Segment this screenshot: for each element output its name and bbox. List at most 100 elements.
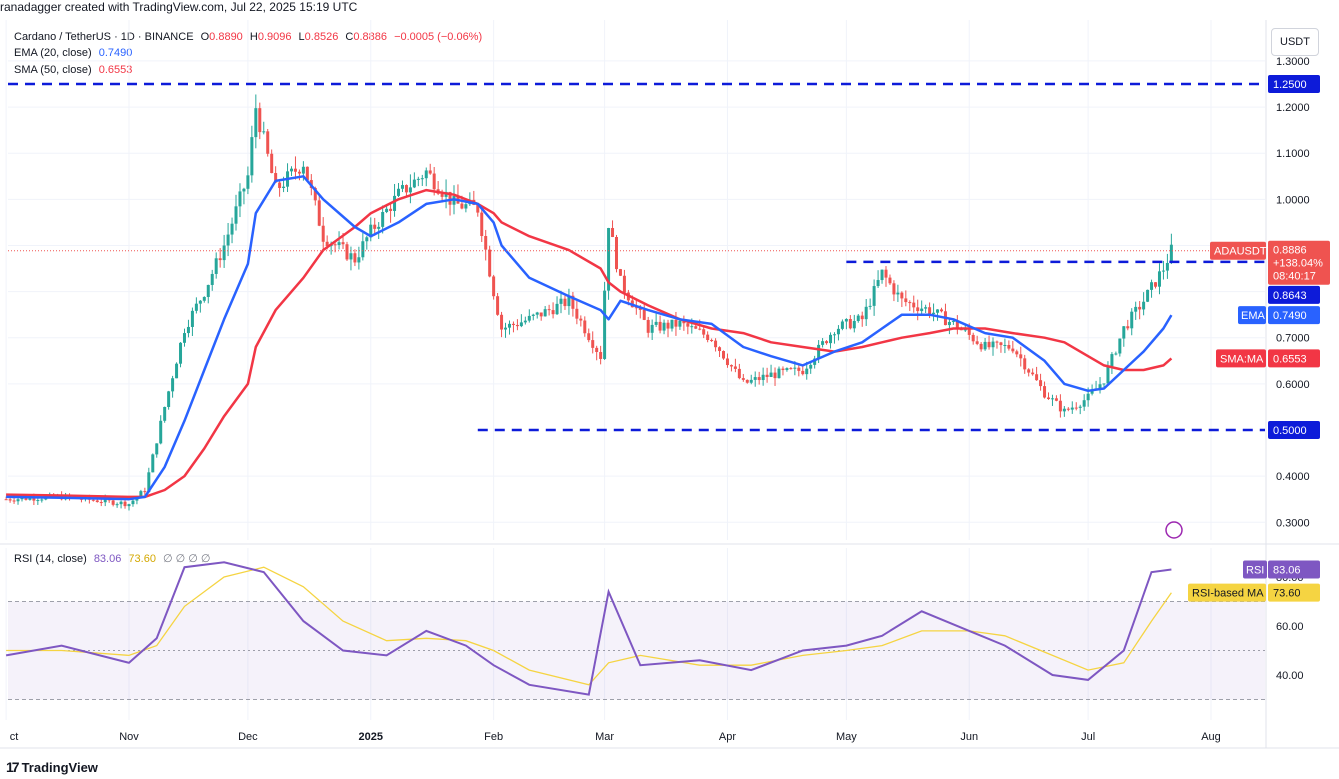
high-value: 0.9096 — [257, 31, 292, 43]
candle-body — [773, 372, 777, 379]
candle-body — [646, 319, 650, 333]
time-tick-label: May — [836, 731, 857, 743]
price-candles — [4, 94, 1173, 511]
candle-body — [1082, 400, 1086, 407]
currency-selector[interactable]: USDT — [1271, 28, 1319, 56]
candle-body — [278, 182, 282, 188]
candle-body — [714, 340, 718, 348]
candle-body — [317, 200, 321, 226]
rsi-ma-line — [6, 566, 1172, 686]
candle-body — [531, 314, 535, 316]
candle-body — [12, 500, 16, 502]
candle-body — [567, 295, 571, 307]
rsi-band-fill — [8, 601, 1265, 700]
candle-body — [230, 223, 234, 235]
candle-body — [8, 499, 12, 501]
candle-body — [32, 497, 36, 501]
candle-body — [611, 228, 615, 237]
candle-body — [591, 340, 595, 348]
lightning-icon — [1165, 521, 1183, 539]
candle-body — [428, 170, 432, 174]
time-tick-label: Apr — [719, 731, 736, 743]
candle-body — [979, 343, 983, 350]
candle-body — [622, 275, 626, 293]
support-price-tag: 0.5000 — [1273, 425, 1307, 437]
candle-body — [1062, 408, 1066, 412]
symbol-name[interactable]: Cardano / TetherUS · 1D · BINANCE — [14, 31, 194, 43]
candle-body — [194, 303, 198, 311]
candle-body — [480, 212, 484, 237]
candle-body — [1126, 326, 1130, 329]
rsi-legend-value: 83.06 — [93, 553, 122, 565]
candle-body — [939, 309, 943, 312]
footer-brand[interactable]: 17 TradingView — [6, 759, 98, 775]
candle-body — [999, 342, 1003, 346]
rsi-ma-axis-tag: RSI-based MA — [1192, 588, 1264, 600]
candle-body — [1050, 398, 1054, 400]
candle-body — [91, 499, 95, 501]
candle-body — [698, 328, 702, 330]
candle-body — [341, 242, 345, 245]
range-top-price-tag: 0.8643 — [1273, 290, 1307, 302]
candle-body — [737, 368, 741, 379]
candle-body — [868, 305, 872, 307]
change-value: −0.0005 (−0.06%) — [394, 31, 483, 43]
candle-body — [634, 307, 638, 309]
candle-body — [305, 166, 309, 181]
candle-body — [404, 185, 408, 193]
last-price-block — [1268, 240, 1330, 285]
candle-body — [729, 365, 733, 367]
sma-legend[interactable]: SMA (50, close) 0.6553 — [14, 64, 132, 76]
candle-body — [523, 320, 527, 323]
candle-body — [559, 298, 563, 304]
candle-body — [607, 228, 611, 291]
rsi-tick-label: 40.00 — [1276, 670, 1304, 682]
price-tick-label: 0.7000 — [1276, 333, 1310, 345]
candle-body — [353, 253, 357, 263]
candle-body — [733, 366, 737, 369]
candle-body — [440, 193, 444, 197]
candle-body — [947, 321, 951, 326]
candle-body — [1070, 407, 1074, 410]
candle-body — [464, 204, 468, 209]
candle-body — [928, 307, 932, 315]
low-label: L — [298, 31, 305, 43]
candle-body — [242, 188, 246, 192]
candle-body — [202, 296, 206, 301]
time-tick-label: Nov — [119, 731, 139, 743]
candle-body — [16, 499, 20, 502]
candle-body — [1146, 289, 1150, 302]
candle-body — [987, 341, 991, 348]
candle-body — [670, 319, 674, 329]
candle-body — [912, 302, 916, 308]
candle-body — [266, 131, 270, 154]
candle-body — [412, 179, 416, 188]
candle-body — [618, 269, 622, 276]
candle-body — [293, 168, 297, 172]
last-price-change: +138.04% — [1273, 258, 1323, 270]
candle-body — [575, 308, 579, 319]
time-tick-label: 2025 — [359, 731, 383, 743]
ema-legend[interactable]: EMA (20, close) 0.7490 — [14, 47, 132, 59]
candle-body — [571, 295, 575, 309]
candle-body — [1086, 393, 1090, 401]
candle-body — [951, 320, 955, 322]
candle-body — [238, 191, 242, 207]
rsi-tick-label: 60.00 — [1276, 621, 1304, 633]
ema-price-tag: 0.7490 — [1273, 310, 1307, 322]
candle-body — [674, 319, 678, 327]
candle-body — [555, 303, 559, 315]
rsi-legend[interactable]: RSI (14, close) 83.06 73.60 ∅ ∅ ∅ ∅ — [14, 552, 211, 565]
candle-body — [678, 320, 682, 327]
candle-body — [908, 302, 912, 304]
candle-body — [222, 245, 226, 261]
candle-body — [809, 364, 813, 369]
candle-body — [20, 497, 24, 500]
candle-body — [301, 166, 305, 174]
candle-body — [963, 329, 967, 331]
candle-body — [179, 342, 183, 364]
candle-body — [1031, 372, 1035, 375]
ema-axis-tag: EMA — [1241, 310, 1266, 322]
candle-body — [535, 312, 539, 315]
